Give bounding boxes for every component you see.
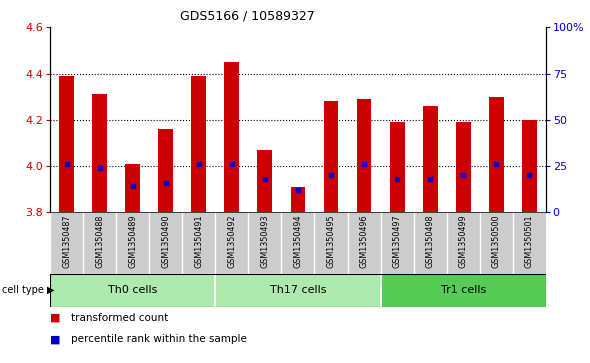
Text: GSM1350492: GSM1350492 xyxy=(227,214,237,268)
Bar xyxy=(455,122,471,212)
Bar xyxy=(381,212,414,274)
Text: GSM1350489: GSM1350489 xyxy=(128,214,137,268)
Bar xyxy=(447,212,480,274)
Bar xyxy=(224,62,240,212)
Bar xyxy=(116,212,149,274)
Text: GDS5166 / 10589327: GDS5166 / 10589327 xyxy=(181,9,315,22)
Bar xyxy=(513,212,546,274)
Bar xyxy=(215,274,381,307)
Bar xyxy=(215,212,248,274)
Bar xyxy=(182,212,215,274)
Text: Th0 cells: Th0 cells xyxy=(108,285,158,295)
Text: GSM1350490: GSM1350490 xyxy=(161,214,171,268)
Bar xyxy=(522,120,537,212)
Text: GSM1350499: GSM1350499 xyxy=(458,214,468,268)
Text: GSM1350498: GSM1350498 xyxy=(425,214,435,268)
Text: GSM1350497: GSM1350497 xyxy=(392,214,402,268)
Bar xyxy=(389,122,405,212)
Bar xyxy=(149,212,182,274)
Text: ■: ■ xyxy=(50,334,61,344)
Bar xyxy=(314,212,348,274)
Bar xyxy=(59,76,74,212)
Text: GSM1350491: GSM1350491 xyxy=(194,214,204,268)
Text: GSM1350495: GSM1350495 xyxy=(326,214,336,268)
Bar xyxy=(281,212,314,274)
Bar xyxy=(50,274,215,307)
Bar xyxy=(50,212,83,274)
Bar xyxy=(83,212,116,274)
Text: GSM1350487: GSM1350487 xyxy=(62,214,71,268)
Bar xyxy=(356,99,372,212)
Bar xyxy=(191,76,206,212)
Text: GSM1350493: GSM1350493 xyxy=(260,214,270,268)
Bar xyxy=(290,187,306,212)
Bar xyxy=(92,94,107,212)
Bar xyxy=(158,129,173,212)
Bar xyxy=(480,212,513,274)
Bar xyxy=(381,274,546,307)
Text: Tr1 cells: Tr1 cells xyxy=(441,285,486,295)
Text: GSM1350496: GSM1350496 xyxy=(359,214,369,268)
Text: percentile rank within the sample: percentile rank within the sample xyxy=(71,334,247,344)
Text: GSM1350494: GSM1350494 xyxy=(293,214,303,268)
Text: transformed count: transformed count xyxy=(71,313,168,323)
Text: Th17 cells: Th17 cells xyxy=(270,285,326,295)
Bar xyxy=(323,101,339,212)
Text: ■: ■ xyxy=(50,313,61,323)
Text: GSM1350501: GSM1350501 xyxy=(525,214,534,268)
Text: cell type ▶: cell type ▶ xyxy=(2,285,54,295)
Bar xyxy=(348,212,381,274)
Bar xyxy=(248,212,281,274)
Text: GSM1350488: GSM1350488 xyxy=(95,214,104,268)
Bar xyxy=(422,106,438,212)
Bar xyxy=(125,164,140,212)
Bar xyxy=(414,212,447,274)
Text: GSM1350500: GSM1350500 xyxy=(491,214,501,268)
Bar xyxy=(257,150,273,212)
Bar xyxy=(489,97,504,212)
